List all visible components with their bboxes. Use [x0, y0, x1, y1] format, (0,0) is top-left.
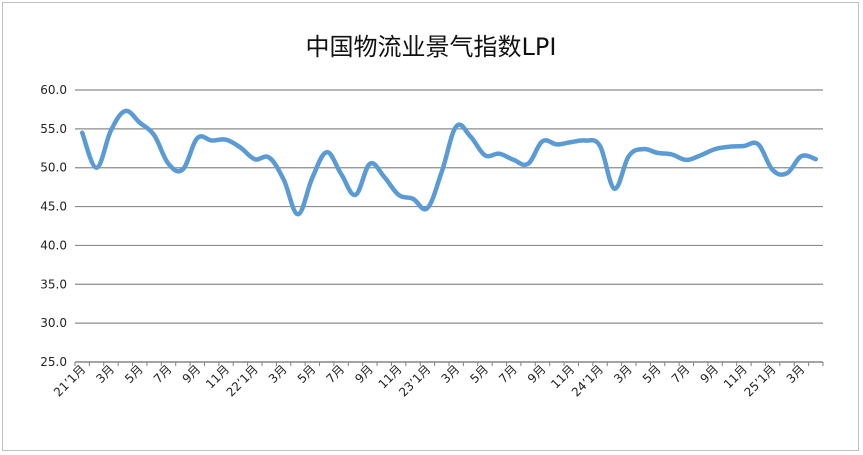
data-point [123, 109, 127, 113]
data-point [555, 142, 559, 146]
data-point [310, 176, 314, 180]
data-point [512, 158, 516, 162]
chart-frame: 中国物流业景气指数LPI 60.0 55.0 50.0 45.0 40.0 35.0 30.… [2, 2, 859, 451]
data-point [699, 153, 703, 157]
data-point [713, 147, 717, 151]
x-tick-label: 7月 [151, 362, 175, 386]
data-point [80, 131, 84, 135]
x-tick-label: 7月 [669, 362, 693, 386]
data-point [742, 144, 746, 148]
data-point [469, 135, 473, 139]
chart-title: 中国物流业景气指数LPI [306, 33, 557, 61]
data-point [771, 168, 775, 172]
data-point [526, 162, 530, 166]
y-tick-label: 40.0 [40, 238, 67, 252]
data-point [181, 167, 185, 171]
x-tick-label: 9月 [352, 362, 376, 386]
data-point [569, 140, 573, 144]
data-point [325, 150, 329, 154]
x-axis [74, 361, 824, 366]
x-tick-label: 24’1月 [569, 362, 606, 399]
x-tick-label: 3月 [439, 362, 463, 386]
x-tick-label: 9月 [697, 362, 721, 386]
x-tick-label: 5月 [295, 362, 319, 386]
x-tick-label: 25’1月 [741, 362, 778, 399]
data-point [425, 206, 429, 210]
x-tick-label: 22’1月 [224, 362, 261, 399]
data-point [541, 139, 545, 143]
data-point [684, 158, 688, 162]
series-layer [79, 108, 819, 217]
x-tick-label: 9月 [180, 362, 204, 386]
data-point [670, 153, 674, 157]
x-tick-label: 5月 [640, 362, 664, 386]
data-point [282, 177, 286, 181]
y-tick-label: 30.0 [40, 316, 67, 330]
data-point [814, 157, 818, 161]
data-point [497, 152, 501, 156]
x-tick-label: 3月 [266, 362, 290, 386]
x-tick-label: 23’1月 [396, 362, 433, 399]
data-point [339, 172, 343, 176]
data-point [584, 139, 588, 143]
data-point [152, 133, 156, 137]
series-line-lpi [79, 108, 819, 217]
x-tick-label: 7月 [496, 362, 520, 386]
data-point [483, 153, 487, 157]
data-point [454, 125, 458, 129]
x-tick-label: 3月 [93, 362, 117, 386]
data-point [641, 147, 645, 151]
data-point [210, 139, 214, 143]
data-point [267, 156, 271, 160]
data-point [167, 162, 171, 166]
x-tick-label: 7月 [323, 362, 347, 386]
data-point [656, 151, 660, 155]
grid-lines [75, 89, 823, 363]
data-point [195, 136, 199, 140]
y-tick-label: 60.0 [40, 83, 67, 97]
data-point [627, 154, 631, 158]
y-tick-label: 45.0 [40, 200, 67, 214]
x-tick-label: 5月 [467, 362, 491, 386]
y-tick-label: 55.0 [40, 122, 67, 136]
y-tick-label: 50.0 [40, 161, 67, 175]
x-tick-label: 3月 [784, 362, 808, 386]
x-tick-label: 5月 [122, 362, 146, 386]
data-point [785, 171, 789, 175]
data-point [598, 144, 602, 148]
data-point [799, 154, 803, 158]
y-tick-label: 35.0 [40, 277, 67, 291]
data-point [440, 170, 444, 174]
lpi-line-chart: 中国物流业景气指数LPI 60.0 55.0 50.0 45.0 40.0 35.0 30.… [40, 33, 824, 400]
x-tick-label: 9月 [525, 362, 549, 386]
data-point [95, 166, 99, 170]
data-point [354, 193, 358, 197]
y-axis-ticks: 60.0 55.0 50.0 45.0 40.0 35.0 30.0 25.0 [40, 83, 67, 369]
data-point [368, 162, 372, 166]
data-point [238, 146, 242, 150]
x-tick-label: 3月 [611, 362, 635, 386]
data-point [728, 145, 732, 149]
y-tick-label: 25.0 [40, 355, 67, 369]
data-point [756, 142, 760, 146]
data-point [253, 157, 257, 161]
data-point [296, 212, 300, 216]
data-point [612, 187, 616, 191]
data-point [224, 138, 228, 142]
data-point [411, 197, 415, 201]
data-point [138, 121, 142, 125]
data-point [382, 175, 386, 179]
data-point [397, 193, 401, 197]
data-point [109, 128, 113, 132]
